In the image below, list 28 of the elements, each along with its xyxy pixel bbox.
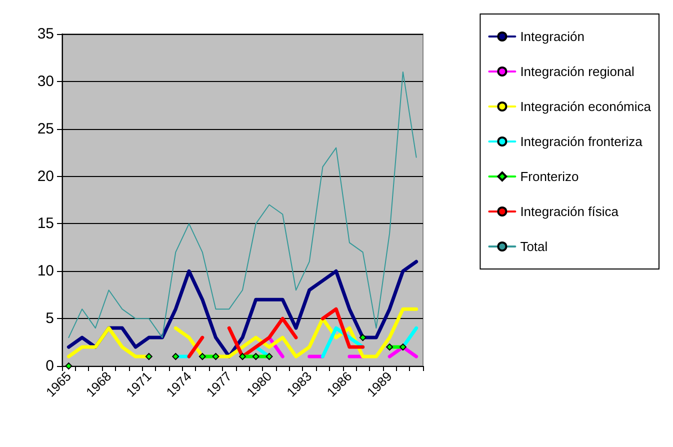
y-tick-label: 5 [46, 310, 54, 328]
point [386, 344, 394, 351]
point [239, 353, 246, 360]
legend-label: Integración [520, 29, 585, 44]
y-tick-label: 25 [37, 120, 54, 138]
point [399, 344, 406, 351]
point [266, 353, 273, 360]
y-tick-label: 15 [37, 215, 54, 232]
y-tick-label: 0 [46, 358, 54, 374]
line-series [66, 260, 418, 358]
legend-label: Integración física [520, 204, 620, 219]
line-series [68, 71, 417, 338]
point [212, 353, 220, 360]
legend-label: Integración regional [520, 64, 634, 79]
legend-label: Integración fronteriza [520, 134, 644, 149]
y-tick-label: 10 [37, 262, 54, 280]
point [65, 362, 72, 370]
legend-label: Integración económica [520, 99, 652, 114]
legend-label: Total [520, 239, 548, 254]
y-tick-label: 30 [37, 72, 54, 90]
point [172, 353, 180, 360]
point [145, 353, 152, 360]
y-tick-label: 20 [37, 168, 54, 185]
point [198, 353, 206, 360]
y-tick-label: 35 [37, 26, 54, 42]
point [252, 353, 260, 360]
legend-label: Fronterizo [520, 169, 579, 184]
point [359, 334, 366, 342]
